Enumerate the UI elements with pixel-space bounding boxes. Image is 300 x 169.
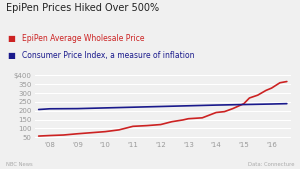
Text: NBC News: NBC News — [6, 162, 33, 167]
Text: Data: Connecture: Data: Connecture — [248, 162, 294, 167]
Text: EpiPen Prices Hiked Over 500%: EpiPen Prices Hiked Over 500% — [6, 3, 159, 13]
Text: Consumer Price Index, a measure of inflation: Consumer Price Index, a measure of infla… — [22, 51, 195, 60]
Text: ■: ■ — [8, 51, 15, 60]
Text: EpiPen Average Wholesale Price: EpiPen Average Wholesale Price — [22, 34, 145, 43]
Text: ■: ■ — [8, 34, 15, 43]
